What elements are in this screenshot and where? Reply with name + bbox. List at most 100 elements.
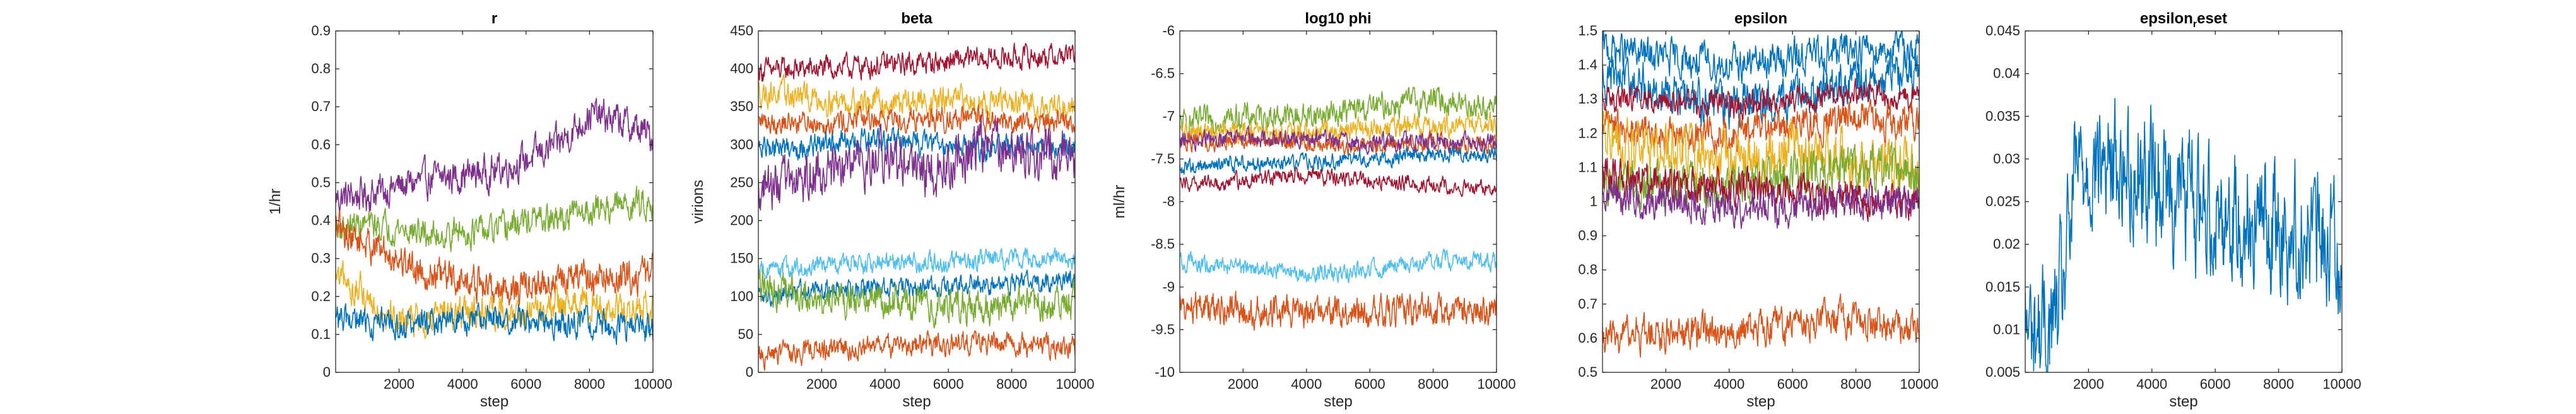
series-line-9 — [758, 330, 1075, 371]
y-tick-label: -8.5 — [1151, 236, 1175, 252]
y-tick-label: -7 — [1162, 108, 1175, 124]
y-tick-label: 1.3 — [1578, 91, 1597, 107]
series-line-2 — [336, 186, 653, 252]
y-tick-label: 0.6 — [311, 136, 331, 152]
y-tick-label: 0.015 — [1985, 279, 2020, 295]
plot-area — [758, 31, 1075, 372]
series-line-3 — [1603, 78, 1919, 121]
y-tick-label: 1.2 — [1578, 125, 1597, 141]
x-tick-label: 8000 — [1418, 376, 1449, 392]
x-axis-label: step — [1324, 393, 1352, 410]
x-tick-label: 8000 — [574, 376, 605, 392]
series-line-4 — [1180, 125, 1497, 155]
y-tick-label: 0.3 — [311, 251, 331, 266]
series-line-7 — [1180, 248, 1497, 283]
y-tick-label: 50 — [738, 326, 753, 342]
y-tick-label: 0.8 — [311, 61, 331, 76]
y-tick-label: 0.03 — [1993, 151, 2020, 167]
x-axis-label: step — [1746, 393, 1775, 410]
chart-title: log10 phi — [1305, 10, 1371, 27]
y-tick-label: 1 — [1590, 194, 1597, 210]
series-line-2 — [758, 74, 1075, 122]
x-tick-label: 10000 — [1900, 376, 1938, 392]
y-tick-label: 1.5 — [1578, 23, 1597, 38]
chart-panel-2: 2000 4000 6000 8000 10000 0 50 100 150 200 250 300 3… — [690, 10, 1095, 410]
y-tick-label: 0.045 — [1985, 23, 2020, 38]
chart-title: r — [491, 10, 497, 27]
y-tick-label: 0.2 — [311, 288, 331, 304]
y-tick-label: 200 — [730, 213, 753, 228]
chart-title: epsilonreset — [2140, 10, 2227, 30]
series-line-2 — [1603, 46, 1919, 130]
y-tick-label: 0.7 — [1578, 296, 1597, 312]
y-tick-label: 150 — [730, 251, 753, 266]
y-tick-label: 0.025 — [1985, 194, 2020, 210]
x-tick-label: 10000 — [1477, 376, 1515, 392]
series-line-3 — [336, 210, 653, 306]
x-tick-label: 2000 — [1228, 376, 1259, 392]
x-tick-label: 8000 — [1840, 376, 1871, 392]
chart-panel-4: 2000 4000 6000 8000 10000 0.5 0.6 0.7 0.8 0.9 1 1.1… — [1578, 10, 1938, 410]
y-tick-label: 1.4 — [1578, 57, 1597, 73]
x-tick-label: 10000 — [1056, 376, 1094, 392]
y-tick-label: 0 — [746, 364, 753, 380]
series-line-6 — [1603, 141, 1919, 211]
x-tick-label: 6000 — [933, 376, 964, 392]
y-tick-label: 1.1 — [1578, 159, 1597, 175]
x-tick-label: 6000 — [1355, 376, 1385, 392]
series-line-9 — [1603, 293, 1919, 358]
chart-panel-5: 2000 4000 6000 8000 10000 0.005 0.01 0.015 0.02 0… — [1985, 10, 2361, 410]
series-line-8 — [758, 269, 1075, 329]
y-axis-label: virions — [690, 180, 707, 223]
y-tick-label: 400 — [730, 61, 753, 76]
y-tick-label: -10 — [1155, 364, 1175, 380]
y-tick-label: -9 — [1162, 279, 1175, 295]
series-line-1 — [336, 98, 653, 212]
series-line-5 — [758, 114, 1075, 211]
series-line-6 — [758, 247, 1075, 280]
series-line-2 — [1180, 111, 1497, 146]
y-tick-label: -6 — [1162, 23, 1175, 38]
y-tick-label: 0.5 — [1578, 364, 1597, 380]
series-line-1 — [758, 42, 1075, 82]
x-tick-label: 6000 — [1777, 376, 1808, 392]
x-tick-label: 6000 — [510, 376, 541, 392]
y-tick-label: 0.9 — [311, 23, 331, 38]
y-tick-label: -7.5 — [1151, 151, 1175, 167]
series-line-1 — [2025, 98, 2342, 372]
x-tick-label: 8000 — [996, 376, 1027, 392]
y-tick-label: 300 — [730, 136, 753, 152]
y-tick-label: 0.035 — [1985, 108, 2020, 124]
y-tick-label: 350 — [730, 98, 753, 114]
x-tick-label: 2000 — [806, 376, 837, 392]
y-tick-label: 0.8 — [1578, 262, 1597, 278]
y-tick-label: 0.005 — [1985, 364, 2020, 380]
series-group — [1180, 86, 1497, 331]
x-tick-label: 6000 — [2200, 376, 2231, 392]
x-axis-label: step — [902, 393, 931, 410]
x-tick-label: 10000 — [633, 376, 672, 392]
y-axis-label: ml/hr — [1111, 185, 1128, 218]
chart-title-subscript: r — [2193, 19, 2197, 30]
y-tick-label: 0.04 — [1993, 66, 2020, 81]
x-tick-label: 8000 — [2263, 376, 2294, 392]
y-tick-label: 0 — [323, 364, 331, 380]
y-tick-label: 0.4 — [311, 213, 331, 228]
series-line-5 — [1180, 146, 1497, 175]
x-tick-label: 2000 — [2073, 376, 2104, 392]
y-tick-label: 0.5 — [311, 174, 331, 190]
x-tick-label: 4000 — [2136, 376, 2167, 392]
y-tick-label: 0.9 — [1578, 228, 1597, 244]
x-axis-label: step — [480, 393, 509, 410]
series-line-4 — [1603, 98, 1919, 155]
series-line-3 — [758, 104, 1075, 135]
series-line-6 — [1180, 166, 1497, 198]
axes-box — [335, 30, 654, 373]
y-tick-label: 250 — [730, 174, 753, 190]
y-tick-label: 0.02 — [1993, 236, 2020, 252]
x-tick-label: 2000 — [1650, 376, 1681, 392]
x-tick-label: 4000 — [447, 376, 478, 392]
axes-box — [758, 30, 1076, 373]
